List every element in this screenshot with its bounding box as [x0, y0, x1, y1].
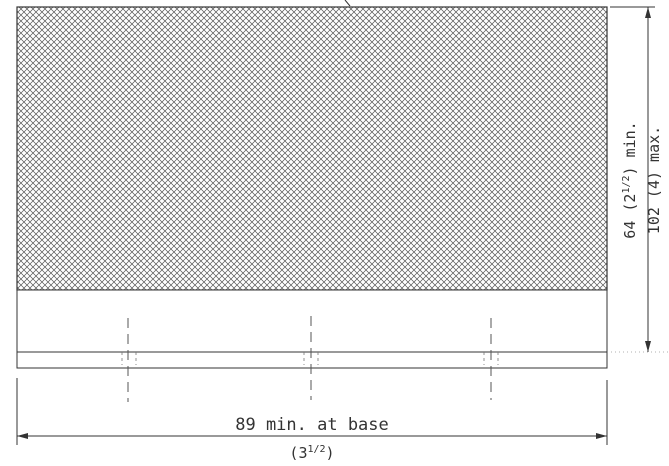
width-imperial-label: (31/2): [289, 444, 334, 462]
width-metric-label: 89 min. at base: [235, 415, 389, 435]
width-arrow-right: [596, 433, 607, 439]
base-section: [16, 289, 608, 369]
width-arrow-left: [17, 433, 28, 439]
height-min-label: 64 (21/2) min.: [621, 121, 639, 238]
top-leader-mark: [344, 0, 351, 7]
base-ticks: [121, 352, 499, 365]
height-max-label: 102 (4) max.: [645, 126, 663, 234]
height-arrow-top: [645, 7, 651, 18]
height-arrow-bottom: [645, 341, 651, 352]
hatched-block: [16, 6, 608, 291]
